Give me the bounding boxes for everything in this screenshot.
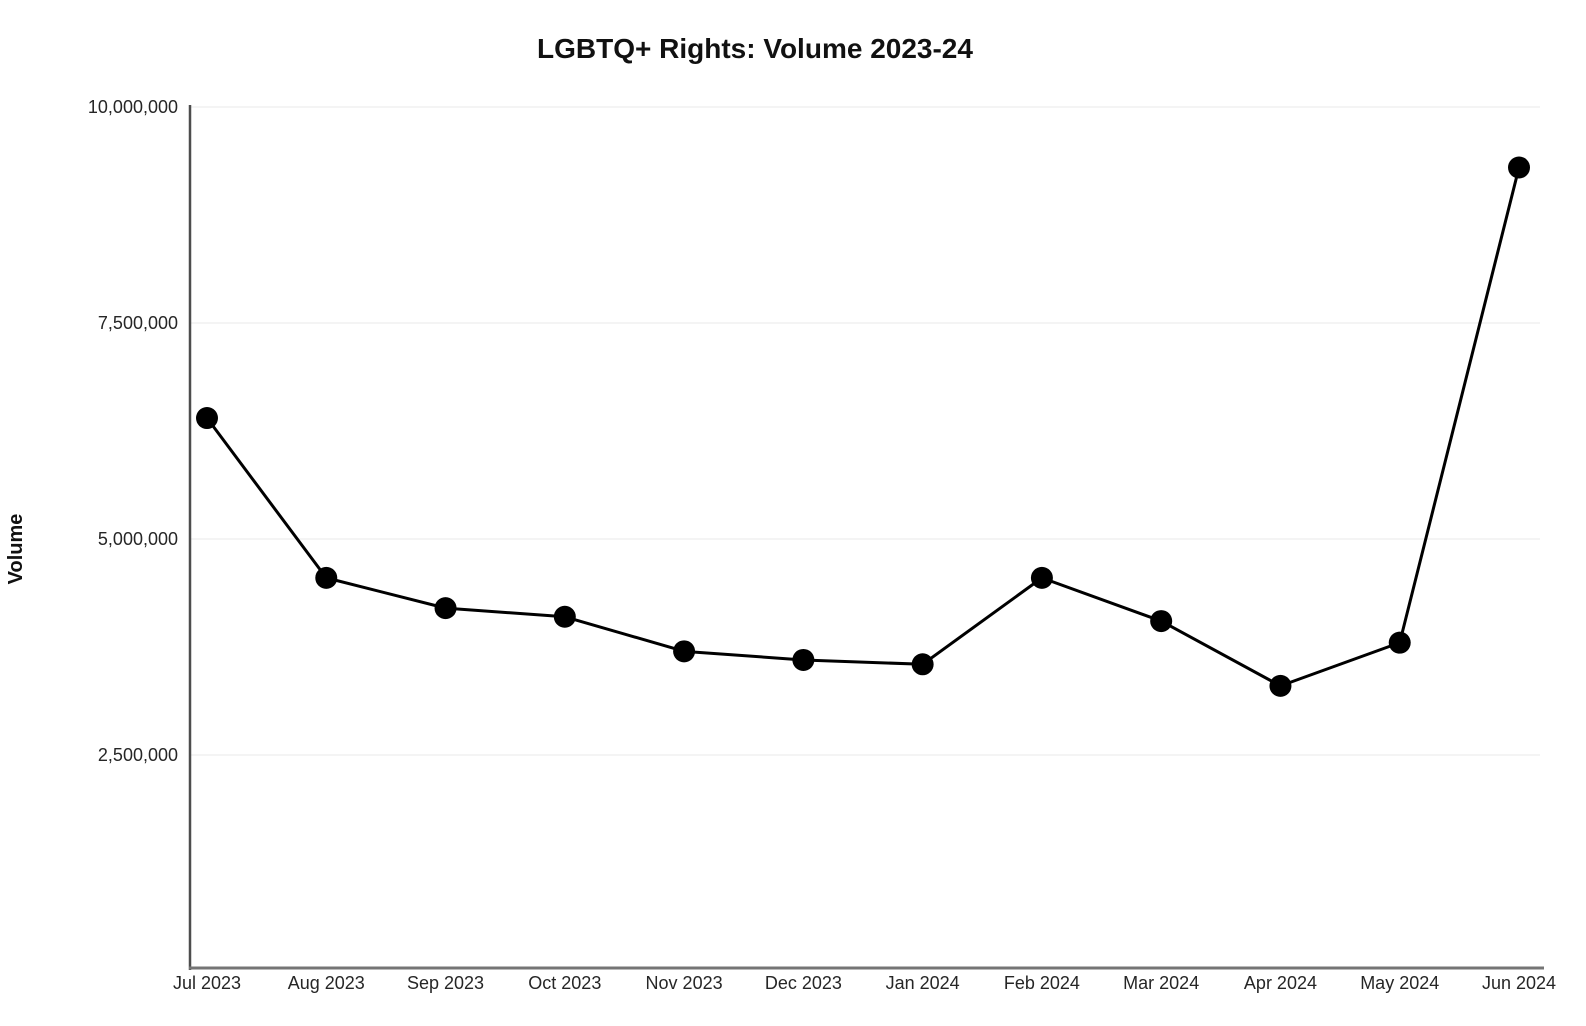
data-point [1150, 610, 1173, 633]
data-point-markers [196, 156, 1530, 697]
series-line [205, 165, 1521, 688]
x-tick-label: Jan 2024 [886, 973, 960, 993]
data-point [1508, 156, 1530, 179]
x-tick-label: May 2024 [1360, 973, 1439, 993]
gridlines [190, 106, 1540, 756]
x-tick-label: Jun 2024 [1482, 973, 1556, 993]
data-point [1269, 674, 1292, 697]
data-point [553, 605, 576, 628]
y-tick-label: 5,000,000 [98, 529, 178, 549]
data-point [434, 597, 457, 620]
data-point [1388, 631, 1411, 654]
y-axis-tick-labels: 2,500,000 5,000,000 7,500,000 10,000,000 [88, 97, 178, 765]
x-tick-label: Mar 2024 [1123, 973, 1199, 993]
x-tick-label: Apr 2024 [1244, 973, 1317, 993]
data-point [196, 407, 218, 430]
x-tick-label: Aug 2023 [288, 973, 365, 993]
x-tick-label: Nov 2023 [646, 973, 723, 993]
x-tick-label: Oct 2023 [528, 973, 601, 993]
data-point [911, 653, 934, 676]
x-tick-label: Dec 2023 [765, 973, 842, 993]
data-point [792, 648, 815, 671]
y-tick-label: 7,500,000 [98, 313, 178, 333]
axes [188, 105, 1544, 970]
x-tick-label: Sep 2023 [407, 973, 484, 993]
line-series [205, 165, 1521, 688]
x-axis-tick-labels: Jul 2023 Aug 2023 Sep 2023 Oct 2023 Nov 2023… [173, 973, 1556, 993]
x-tick-label: Feb 2024 [1004, 973, 1080, 993]
data-point [673, 640, 696, 663]
y-axis-title: Volume [5, 514, 27, 585]
chart-title: LGBTQ+ Rights: Volume 2023-24 [537, 33, 973, 64]
x-tick-label: Jul 2023 [173, 973, 241, 993]
data-point [1030, 566, 1053, 589]
y-tick-label: 2,500,000 [98, 745, 178, 765]
y-tick-label: 10,000,000 [88, 97, 178, 117]
data-point [315, 566, 338, 589]
